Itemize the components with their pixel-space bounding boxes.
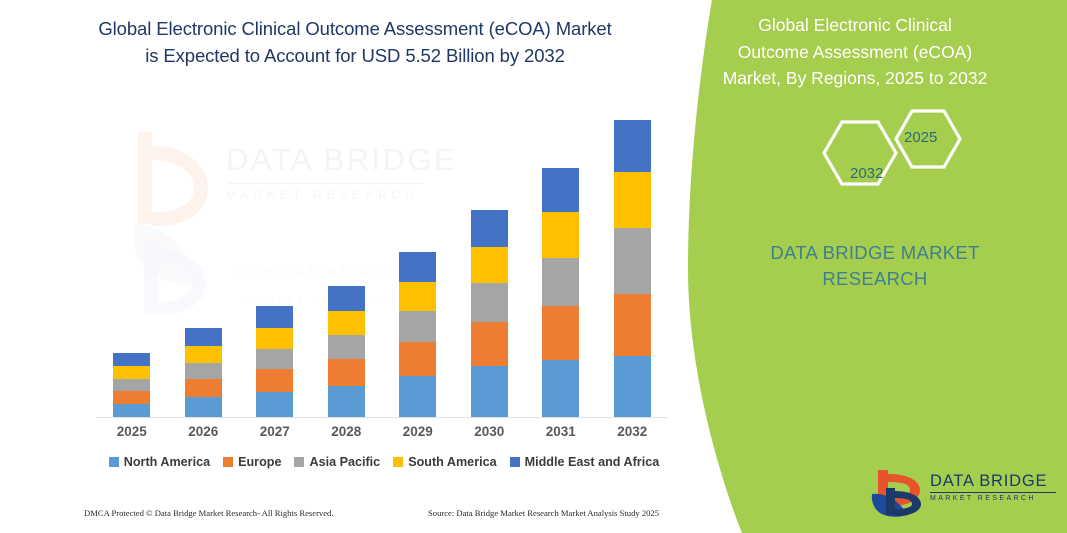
bar-segment bbox=[184, 346, 222, 363]
legend-swatch bbox=[223, 457, 234, 467]
bar-segment bbox=[113, 404, 151, 418]
panel-title: Global Electronic Clinical Outcome Asses… bbox=[690, 12, 1020, 92]
bar-segment bbox=[256, 306, 294, 328]
page-title-line-1: Global Electronic Clinical Outcome Asses… bbox=[98, 18, 612, 39]
bar-column bbox=[613, 120, 651, 418]
bar-segment bbox=[470, 322, 508, 366]
bar-column bbox=[327, 286, 365, 418]
legend-swatch bbox=[108, 457, 119, 467]
bar-chart-plot bbox=[96, 110, 668, 418]
legend-label: Europe bbox=[238, 455, 282, 469]
footer-copyright: DMCA Protected © Data Bridge Market Rese… bbox=[84, 508, 334, 518]
bar-segment bbox=[327, 286, 365, 311]
panel-brand-line-2: RESEARCH bbox=[822, 268, 928, 290]
hexagon-2032-label: 2032 bbox=[850, 165, 884, 182]
panel-title-line-1: Global Electronic Clinical bbox=[758, 15, 952, 35]
bar-column bbox=[256, 306, 294, 418]
bar-segment bbox=[399, 282, 437, 311]
x-axis-label: 2027 bbox=[259, 424, 290, 439]
panel-title-line-3: Market, By Regions, 2025 to 2032 bbox=[722, 68, 988, 89]
bar-column bbox=[542, 168, 580, 418]
x-axis-labels: 2025 2026 2027 2028 2029 2030 2031 2032 bbox=[96, 424, 668, 444]
x-axis-label: 2026 bbox=[188, 424, 219, 439]
bar-segment bbox=[542, 212, 580, 258]
bar-segment bbox=[113, 366, 151, 379]
bar-column bbox=[184, 328, 222, 418]
legend-label: South America bbox=[408, 455, 497, 469]
bar-segment bbox=[399, 342, 437, 376]
legend-item[interactable]: Europe bbox=[223, 455, 281, 469]
legend-item[interactable]: Middle East and Africa bbox=[509, 455, 660, 469]
bar-segment bbox=[613, 172, 651, 228]
page-title-line-2: is Expected to Account for USD 5.52 Bill… bbox=[145, 44, 565, 66]
bar-segment bbox=[470, 366, 508, 418]
company-logo: DATA BRIDGE MARKET RESEARCH bbox=[870, 468, 1060, 520]
bar-segment bbox=[470, 283, 508, 322]
x-axis-label: 2025 bbox=[116, 424, 147, 439]
databridge-logo-icon bbox=[871, 470, 921, 517]
legend-swatch bbox=[509, 457, 520, 467]
x-axis-label: 2029 bbox=[402, 424, 433, 439]
x-axis-label: 2028 bbox=[331, 424, 362, 439]
bar-segment bbox=[184, 379, 222, 397]
bar-segment bbox=[470, 247, 508, 283]
bar-segment bbox=[256, 369, 294, 392]
bar-segment bbox=[113, 353, 151, 366]
legend-item[interactable]: Asia Pacific bbox=[294, 455, 380, 469]
bar-segment bbox=[256, 349, 294, 369]
bar-column bbox=[399, 252, 437, 418]
x-axis-label: 2031 bbox=[545, 424, 576, 439]
bar-segment bbox=[470, 210, 508, 247]
chart-region: Global Electronic Clinical Outcome Asses… bbox=[60, 16, 672, 518]
bar-segment bbox=[184, 328, 222, 346]
panel-brand-name: DATA BRIDGE MARKET RESEARCH bbox=[700, 240, 1050, 293]
bar-segment bbox=[327, 386, 365, 418]
legend-item[interactable]: North America bbox=[108, 455, 211, 469]
bar-segment bbox=[542, 168, 580, 212]
panel-brand-line-1: DATA BRIDGE MARKET bbox=[770, 242, 980, 263]
x-axis-label: 2032 bbox=[617, 424, 648, 439]
bar-segment bbox=[399, 252, 437, 282]
logo-text-block: DATA BRIDGE MARKET RESEARCH bbox=[930, 472, 1060, 502]
legend-label: North America bbox=[123, 455, 211, 469]
green-panel-content: Global Electronic Clinical Outcome Asses… bbox=[700, 0, 1067, 533]
bar-segment bbox=[542, 360, 580, 418]
legend-label: Middle East and Africa bbox=[524, 455, 660, 469]
bar-column bbox=[470, 210, 508, 418]
bar-column bbox=[113, 353, 151, 418]
bar-segment bbox=[613, 356, 651, 418]
logo-subtitle: MARKET RESEARCH bbox=[930, 495, 1036, 502]
bar-segment bbox=[327, 335, 365, 359]
hexagon-year-badges: 2025 2032 bbox=[812, 106, 992, 206]
bar-segment bbox=[399, 311, 437, 342]
legend-swatch bbox=[393, 457, 404, 467]
bar-segment bbox=[542, 306, 580, 360]
bar-segment bbox=[613, 120, 651, 172]
chart-legend: North America Europe Asia Pacific South Ame… bbox=[96, 455, 672, 469]
bar-segment bbox=[327, 359, 365, 386]
bar-segment bbox=[113, 391, 151, 404]
bar-segment bbox=[113, 379, 151, 391]
legend-item[interactable]: South America bbox=[393, 455, 497, 469]
page-title: Global Electronic Clinical Outcome Asses… bbox=[60, 16, 650, 70]
bar-segment bbox=[256, 328, 294, 349]
panel-title-line-2: Outcome Assessment (eCOA) bbox=[737, 41, 973, 62]
bar-segment bbox=[327, 311, 365, 335]
bar-segment bbox=[613, 228, 651, 294]
bar-segment bbox=[399, 376, 437, 418]
bar-segment bbox=[184, 397, 222, 418]
footer-source: Source: Data Bridge Market Research Mark… bbox=[428, 508, 660, 518]
legend-label: Asia Pacific bbox=[309, 455, 381, 469]
bar-segment bbox=[256, 392, 294, 418]
x-axis-label: 2030 bbox=[474, 424, 505, 439]
chart-baseline bbox=[96, 417, 668, 418]
legend-swatch bbox=[294, 457, 305, 467]
logo-divider bbox=[930, 492, 1056, 493]
bar-segment bbox=[613, 294, 651, 356]
bar-segment bbox=[542, 258, 580, 306]
bar-segment bbox=[184, 363, 222, 379]
logo-title: DATA BRIDGE bbox=[930, 472, 1048, 490]
hexagon-2025-label: 2025 bbox=[904, 129, 938, 146]
